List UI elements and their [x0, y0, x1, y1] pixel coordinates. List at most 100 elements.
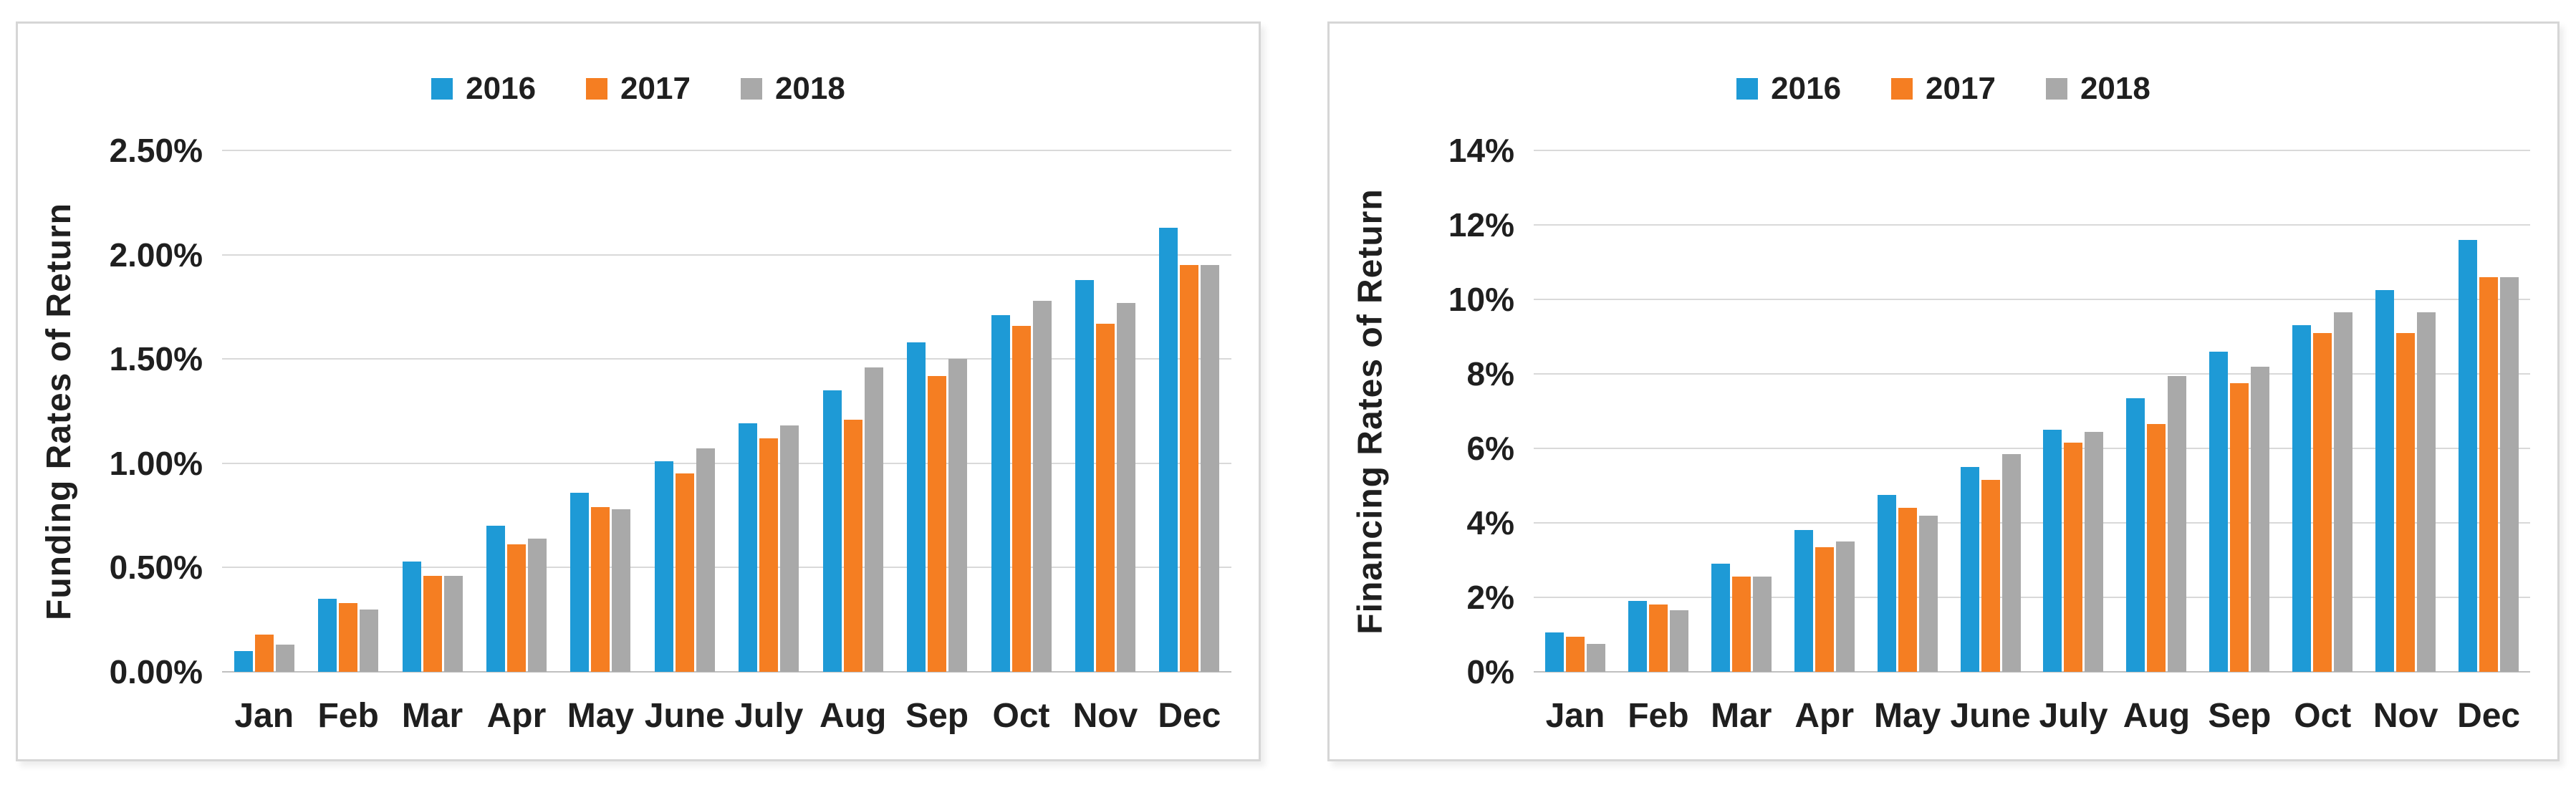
bar-2016-june: [1960, 467, 1979, 672]
bar-2016-nov: [1075, 279, 1094, 672]
bar-2016-july: [739, 423, 758, 672]
legend-label-2016: 2016: [466, 71, 537, 106]
legend-item-2016: 2016: [1736, 71, 1841, 107]
bar-groups: [222, 150, 1231, 672]
y-tick-label: 10%: [1448, 281, 1514, 318]
bar-group-sep: [2198, 150, 2281, 672]
bar-2017-oct: [2313, 332, 2332, 672]
x-tick-label-apr: Apr: [486, 697, 547, 735]
x-axis-line: [222, 671, 1231, 673]
x-tick-label-feb: Feb: [317, 697, 379, 735]
bar-2018-dec: [2500, 276, 2519, 672]
bar-2017-feb: [339, 602, 358, 672]
legend-label-2018: 2018: [2080, 71, 2150, 106]
bar-2016-aug: [822, 390, 842, 672]
gridline: [1534, 522, 2530, 524]
bar-2016-sep: [907, 342, 926, 672]
y-axis-ticks: 0% 2% 4% 6% 8% 10% 12% 14%: [1330, 132, 1514, 690]
bar-group-apr: [474, 150, 558, 672]
bar-group-feb: [306, 150, 390, 672]
bar-2016-oct: [2292, 325, 2312, 672]
x-tick-label-may: May: [1873, 697, 1941, 735]
gridline: [1534, 299, 2530, 300]
x-tick-label-nov: Nov: [1072, 697, 1138, 735]
bar-group-oct: [979, 150, 1063, 672]
bar-2016-may: [570, 492, 590, 672]
legend-item-2016: 2016: [431, 71, 536, 107]
bar-group-aug: [2115, 150, 2198, 672]
bar-2017-apr: [506, 544, 526, 672]
gridline: [222, 150, 1231, 151]
bar-2018-jan: [275, 645, 294, 672]
bar-2018-apr: [527, 538, 547, 672]
x-tick-label-mar: Mar: [1711, 697, 1772, 735]
plot-area: [1534, 150, 2530, 673]
bar-2017-jan: [1565, 636, 1585, 672]
bar-2018-mar: [443, 576, 463, 672]
bar-2016-dec: [1159, 227, 1178, 672]
bar-2016-jan: [1544, 632, 1564, 672]
bar-2017-july: [2064, 443, 2083, 672]
x-tick-label-june: June: [1950, 697, 2031, 735]
y-axis-ticks: 0.00% 0.50% 1.00% 1.50% 2.00% 2.50%: [18, 132, 203, 690]
x-tick-label-jan: Jan: [1545, 697, 1605, 735]
x-tick-label-jan: Jan: [234, 697, 294, 735]
x-tick-label-aug: Aug: [820, 697, 887, 735]
bar-2018-sep: [948, 359, 968, 672]
x-tick-label-nov: Nov: [2373, 697, 2438, 735]
bar-group-feb: [1617, 150, 1700, 672]
bar-2018-feb: [360, 609, 379, 672]
bar-2016-july: [2043, 430, 2062, 672]
bar-2017-jan: [254, 634, 274, 672]
legend-swatch-2018: [740, 78, 762, 100]
legend-label-2017: 2017: [1926, 71, 1996, 106]
bar-2016-dec: [2459, 239, 2478, 672]
bar-group-may: [559, 150, 643, 672]
bar-group-jan: [222, 150, 306, 672]
x-tick-label-apr: Apr: [1794, 697, 1855, 735]
y-tick-label: 2.50%: [109, 132, 203, 169]
bar-2017-sep: [2230, 383, 2249, 672]
bar-group-may: [1866, 150, 1949, 672]
bar-2018-june: [696, 448, 715, 672]
gridline: [1534, 448, 2530, 449]
bar-2017-may: [1898, 508, 1917, 672]
y-tick-label: 0%: [1466, 653, 1514, 690]
legend-label-2016: 2016: [1771, 71, 1842, 106]
bar-2018-nov: [2417, 312, 2436, 672]
bar-2018-oct: [1032, 300, 1052, 672]
bar-group-aug: [811, 150, 895, 672]
bar-2017-mar: [423, 576, 442, 672]
bar-2017-oct: [1011, 325, 1031, 672]
gridline: [1534, 224, 2530, 226]
bar-2016-apr: [486, 526, 505, 672]
bar-2016-june: [654, 461, 673, 672]
bar-2016-feb: [318, 599, 337, 672]
bar-groups: [1534, 150, 2530, 672]
y-tick-label: 8%: [1466, 355, 1514, 393]
bar-2017-feb: [1648, 605, 1668, 672]
bar-group-oct: [2281, 150, 2364, 672]
gridline: [222, 358, 1231, 360]
bar-2016-may: [1877, 495, 1896, 672]
x-tick-label-mar: Mar: [401, 697, 463, 735]
y-tick-label: 2.00%: [109, 236, 203, 274]
x-tick-label-oct: Oct: [2294, 697, 2352, 735]
bar-group-apr: [1783, 150, 1866, 672]
y-tick-label: 0.00%: [109, 653, 203, 690]
gridline: [1534, 150, 2530, 151]
legend-swatch-2018: [2045, 78, 2067, 100]
y-tick-label: 0.50%: [109, 549, 203, 587]
bar-group-nov: [2364, 150, 2447, 672]
plot-area: [222, 150, 1231, 673]
x-axis-labels: Jan Feb Mar Apr May June July Aug Sep Oct Nov Dec: [222, 696, 1231, 739]
bar-group-june: [1949, 150, 2032, 672]
bar-2018-july: [780, 425, 799, 672]
bar-2016-mar: [1711, 564, 1730, 672]
y-tick-label: 6%: [1466, 430, 1514, 467]
bar-2016-oct: [991, 315, 1010, 672]
bar-group-sep: [895, 150, 979, 672]
bar-2018-apr: [1835, 541, 1855, 672]
bar-2017-nov: [2396, 332, 2416, 672]
